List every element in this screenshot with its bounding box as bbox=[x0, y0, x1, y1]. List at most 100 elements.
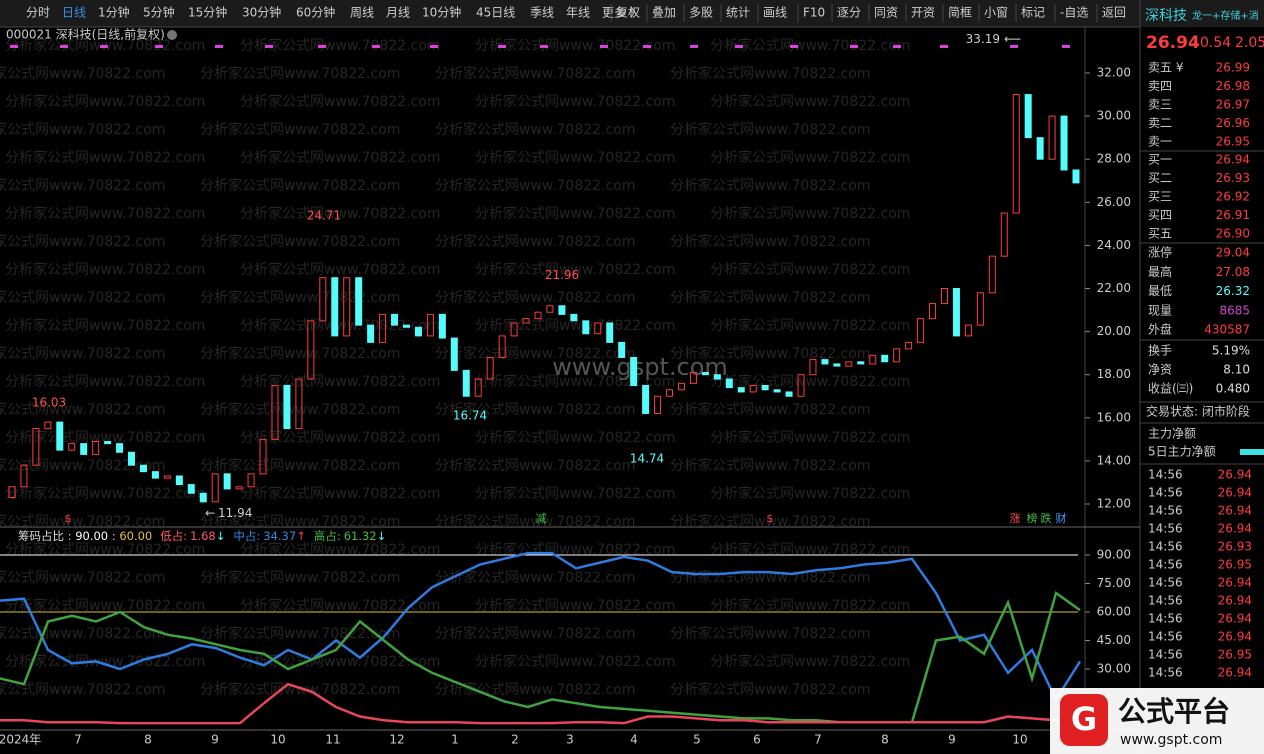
toolbar-button[interactable]: 日线 bbox=[62, 6, 86, 20]
watermark: 分析家公式网www.70822.com bbox=[670, 177, 870, 194]
toolbar-button[interactable]: 多股 bbox=[689, 6, 713, 20]
candle bbox=[223, 473, 231, 490]
signal-mark bbox=[600, 45, 608, 48]
watermark: 分析家公式网www.70822.com bbox=[200, 457, 400, 474]
arrow: ← bbox=[205, 506, 215, 520]
toolbar-button[interactable]: 5分钟 bbox=[143, 5, 175, 20]
toolbar-button[interactable]: 30分钟 bbox=[242, 5, 281, 20]
logo-text: 公式平台 bbox=[1118, 695, 1230, 728]
candle bbox=[642, 384, 650, 414]
y-tick-label: 30.00 bbox=[1097, 662, 1131, 676]
toolbar-button[interactable]: 画线 bbox=[763, 6, 787, 20]
watermark: 分析家公式网www.70822.com bbox=[240, 37, 440, 54]
toolbar-button[interactable]: 开资 bbox=[911, 6, 935, 20]
candle bbox=[355, 277, 363, 326]
watermark: 分析家公式网www.70822.com bbox=[0, 233, 165, 250]
toolbar-button[interactable]: 标记 bbox=[1021, 6, 1045, 20]
watermark: 分析家公式网www.70822.com bbox=[0, 65, 165, 82]
watermark: 分析家公式网www.70822.com bbox=[240, 317, 440, 334]
param: 60.00 bbox=[119, 529, 152, 543]
row-value: 8.10 bbox=[1223, 363, 1250, 377]
toolbar-button[interactable]: 季线 bbox=[530, 6, 554, 20]
watermark: 分析家公式网www.70822.com bbox=[240, 93, 440, 110]
toolbar-button[interactable]: 周线 bbox=[350, 6, 374, 20]
y-tick-label: 14.00 bbox=[1097, 453, 1131, 467]
dropdown-icon[interactable] bbox=[167, 30, 177, 40]
watermark: 分析家公式网www.70822.com bbox=[0, 457, 165, 474]
x-tick-label: 2 bbox=[511, 733, 519, 747]
candle bbox=[80, 443, 88, 455]
signal-mark bbox=[318, 45, 326, 48]
watermark: 分析家公式网www.70822.com bbox=[670, 401, 870, 418]
watermark: 分析家公式网www.70822.com bbox=[475, 597, 675, 614]
row-label: 收益(㈢) bbox=[1148, 382, 1193, 396]
candle bbox=[1036, 137, 1044, 160]
trade-price: 26.95 bbox=[1218, 648, 1252, 662]
toolbar-button[interactable]: 复权 bbox=[616, 6, 640, 20]
watermark: 分析家公式网www.70822.com bbox=[200, 569, 400, 586]
toolbar-button[interactable]: F10 bbox=[803, 6, 825, 20]
toolbar-button[interactable]: 15分钟 bbox=[188, 5, 227, 20]
toolbar-button[interactable]: 更多 〉 bbox=[602, 6, 642, 20]
logo-url: www.gspt.com bbox=[1120, 732, 1222, 748]
watermark: 分析家公式网www.70822.com bbox=[670, 233, 870, 250]
indicator-line bbox=[0, 682, 1081, 725]
candle bbox=[438, 313, 446, 339]
toolbar-button[interactable]: 分时 bbox=[26, 6, 50, 20]
candle bbox=[821, 359, 829, 365]
candle bbox=[725, 378, 733, 389]
toolbar-button[interactable]: 逐分 bbox=[837, 6, 861, 20]
toolbar-button[interactable]: 叠加 bbox=[652, 6, 676, 20]
toolbar-button[interactable]: 45日线 bbox=[476, 6, 515, 20]
indicator-line bbox=[0, 551, 1082, 702]
trade-time: 14:56 bbox=[1148, 612, 1183, 626]
watermark: 分析家公式网www.70822.com bbox=[710, 317, 910, 334]
toolbar-button[interactable]: -自选 bbox=[1060, 6, 1088, 20]
candle bbox=[128, 451, 136, 466]
y-tick-label: 90.00 bbox=[1097, 548, 1131, 562]
order-price: 26.96 bbox=[1216, 116, 1250, 130]
price: 26.94 bbox=[1146, 33, 1200, 53]
toolbar-button[interactable]: 月线 bbox=[386, 6, 410, 20]
candle bbox=[713, 374, 721, 380]
toolbar-button[interactable]: 小窗 bbox=[984, 6, 1008, 20]
signal-mark bbox=[155, 45, 163, 48]
x-tick-label: 7 bbox=[814, 733, 822, 747]
toolbar-button[interactable]: 简框 bbox=[948, 6, 972, 20]
watermark: 分析家公式网www.70822.com bbox=[200, 401, 400, 418]
signal-marker: 财 bbox=[1056, 511, 1067, 525]
candle bbox=[139, 464, 147, 473]
toolbar-button[interactable]: 60分钟 bbox=[296, 5, 335, 20]
candle bbox=[689, 372, 697, 384]
toolbar-button[interactable]: 年线 bbox=[566, 6, 590, 20]
price-annotation: 24.71 bbox=[307, 209, 341, 223]
candle bbox=[929, 303, 937, 320]
x-tick-label: 7 bbox=[74, 733, 82, 747]
toolbar-button[interactable]: 同资 bbox=[874, 6, 898, 20]
trade-time: 14:56 bbox=[1148, 630, 1183, 644]
trade-price: 26.94 bbox=[1218, 666, 1252, 680]
candle bbox=[809, 359, 817, 376]
signal-mark bbox=[1062, 45, 1070, 48]
candle bbox=[964, 324, 972, 337]
candle bbox=[893, 348, 901, 363]
indicator-name: 筹码占比 bbox=[18, 529, 64, 543]
watermark: 分析家公式网www.70822.com bbox=[5, 597, 205, 614]
candle bbox=[1024, 94, 1032, 139]
toolbar-button[interactable]: 统计 bbox=[726, 6, 750, 20]
toolbar-button[interactable]: 1分钟 bbox=[98, 5, 130, 20]
indicator-legend: 筹码占比 : 90.00 : 60.00 低占: 1.68↓ 中占: 34.37↑ 高占:… bbox=[18, 529, 386, 543]
price-annotation: 16.74 bbox=[453, 408, 487, 422]
toolbar-button[interactable]: 10分钟 bbox=[422, 5, 461, 20]
signal-mark bbox=[10, 45, 18, 48]
toolbar-button[interactable]: 返回 bbox=[1102, 6, 1126, 20]
candle bbox=[522, 318, 530, 324]
order-price: 26.98 bbox=[1216, 79, 1250, 93]
candle bbox=[761, 384, 769, 391]
candle bbox=[68, 443, 76, 451]
signal-marker: 减 bbox=[536, 512, 547, 525]
watermark: 分析家公式网www.70822.com bbox=[670, 345, 870, 362]
signal-marker: $ bbox=[767, 512, 774, 525]
watermark: 分析家公式网www.70822.com bbox=[435, 401, 635, 418]
legend-label: 中占: bbox=[233, 529, 260, 543]
